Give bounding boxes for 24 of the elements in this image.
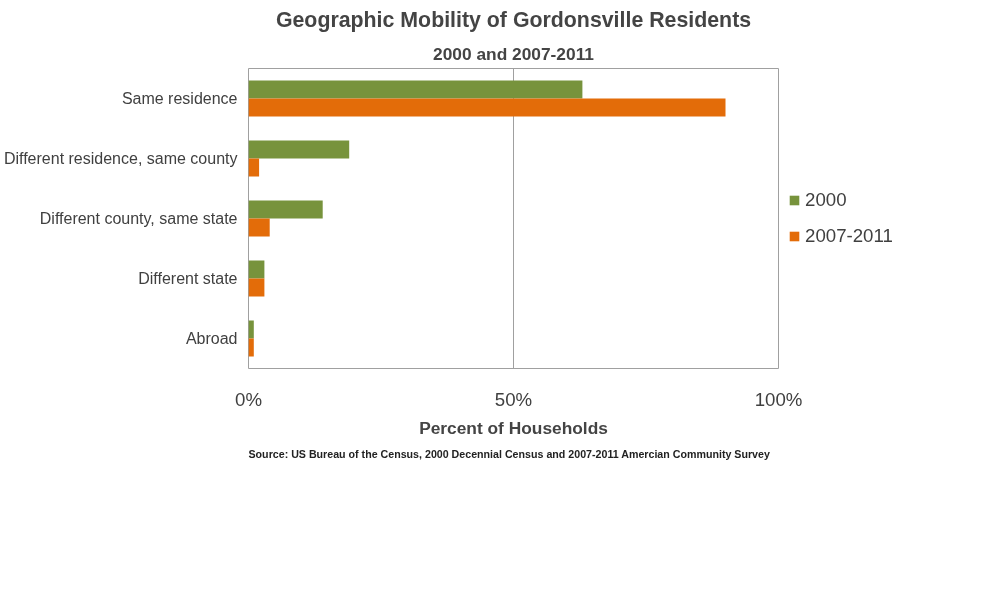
chart-title: Geographic Mobility of Gordonsville Residents	[275, 7, 752, 32]
legend-label: 2000	[805, 189, 847, 211]
legend-label: 2007-2011	[805, 225, 893, 247]
source-note: Source: US Bureau of the Census, 2000 Decennial Census and 2007-2011 Amercian Community Survey	[248, 447, 770, 460]
x-axis-title: Percent of Households	[419, 417, 608, 438]
bar	[248, 98, 726, 117]
bar	[248, 278, 265, 297]
y-tick-label: Abroad	[185, 330, 238, 347]
y-tick-label: Different residence, same county	[3, 150, 238, 167]
x-tick-label: 0%	[235, 388, 262, 410]
bar	[248, 338, 254, 357]
bar	[248, 218, 270, 237]
y-tick-label: Different county, same state	[39, 210, 238, 227]
bar	[248, 80, 583, 99]
y-tick-label: Same residence	[121, 90, 238, 107]
bar	[248, 140, 350, 159]
chart-subtitle: 2000 and 2007-2011	[433, 43, 595, 64]
bar	[248, 320, 254, 339]
bar	[248, 158, 260, 177]
x-tick-label: 50%	[494, 388, 533, 410]
y-tick-label: Different state	[138, 270, 238, 287]
bar	[248, 260, 265, 279]
x-tick-label: 100%	[754, 388, 803, 410]
bar	[248, 200, 323, 219]
